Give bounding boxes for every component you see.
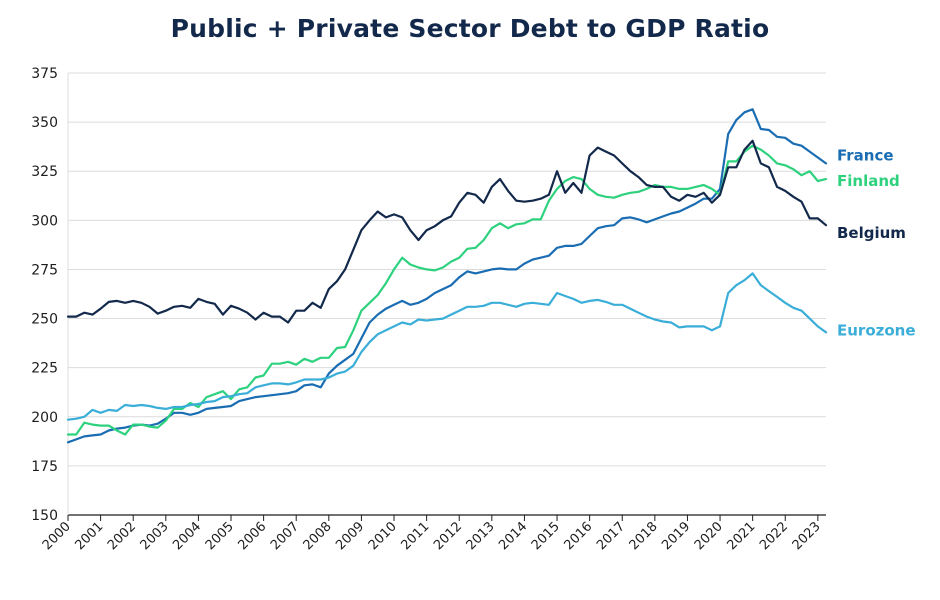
y-tick-label: 375: [31, 66, 58, 82]
x-tick-label: 2000: [40, 519, 74, 553]
series-line-eurozone: [66, 272, 828, 421]
series-line-finland: [66, 144, 828, 436]
y-tick-label: 250: [31, 312, 58, 328]
x-tick-label: 2021: [724, 519, 758, 553]
y-tick-label: 275: [31, 262, 58, 278]
x-tick-label: 2019: [659, 519, 693, 553]
series-label-eurozone: Eurozone: [837, 321, 916, 339]
x-tick-label: 2018: [627, 519, 661, 553]
series-label-belgium: Belgium: [837, 224, 906, 242]
series-lines: [66, 108, 828, 444]
x-tick-label: 2002: [105, 519, 139, 553]
y-tick-label: 175: [31, 459, 58, 475]
x-tick-label: 2010: [366, 519, 400, 553]
x-tick-label: 2003: [138, 519, 172, 553]
x-tick-label: 2016: [561, 519, 595, 553]
x-tick-label: 2007: [268, 519, 302, 553]
x-tick-label: 2017: [594, 519, 628, 553]
x-axis-ticks: 2000200120022003200420052006200720082009…: [40, 515, 824, 553]
chart-title: Public + Private Sector Debt to GDP Rati…: [170, 14, 770, 43]
x-tick-label: 2022: [757, 519, 791, 553]
x-tick-label: 2011: [398, 519, 432, 553]
y-tick-label: 150: [31, 508, 58, 524]
x-tick-label: 2001: [72, 519, 106, 553]
x-tick-label: 2008: [301, 519, 335, 553]
y-tick-label: 350: [31, 115, 58, 131]
series-label-finland: Finland: [837, 172, 900, 190]
series-line-belgium: [66, 139, 828, 324]
x-tick-label: 2013: [464, 519, 498, 553]
x-tick-label: 2009: [333, 519, 367, 553]
x-tick-label: 2004: [170, 519, 204, 553]
series-label-france: France: [837, 146, 894, 164]
y-tick-label: 300: [31, 213, 58, 229]
x-tick-label: 2020: [692, 519, 726, 553]
x-tick-label: 2015: [529, 519, 563, 553]
y-axis-ticks: 150 175 200 225 250 275 300 325 350 375: [31, 66, 58, 524]
x-tick-label: 2014: [496, 519, 530, 553]
x-tick-label: 2012: [431, 519, 465, 553]
series-labels: France Finland Belgium Eurozone: [837, 146, 916, 339]
gridlines: [67, 72, 826, 516]
series-line-france: [66, 108, 828, 444]
x-tick-label: 2023: [790, 519, 824, 553]
y-tick-label: 225: [31, 361, 58, 377]
y-tick-label: 200: [31, 410, 58, 426]
y-tick-label: 325: [31, 164, 58, 180]
x-tick-label: 2005: [203, 519, 237, 553]
x-tick-label: 2006: [235, 519, 269, 553]
